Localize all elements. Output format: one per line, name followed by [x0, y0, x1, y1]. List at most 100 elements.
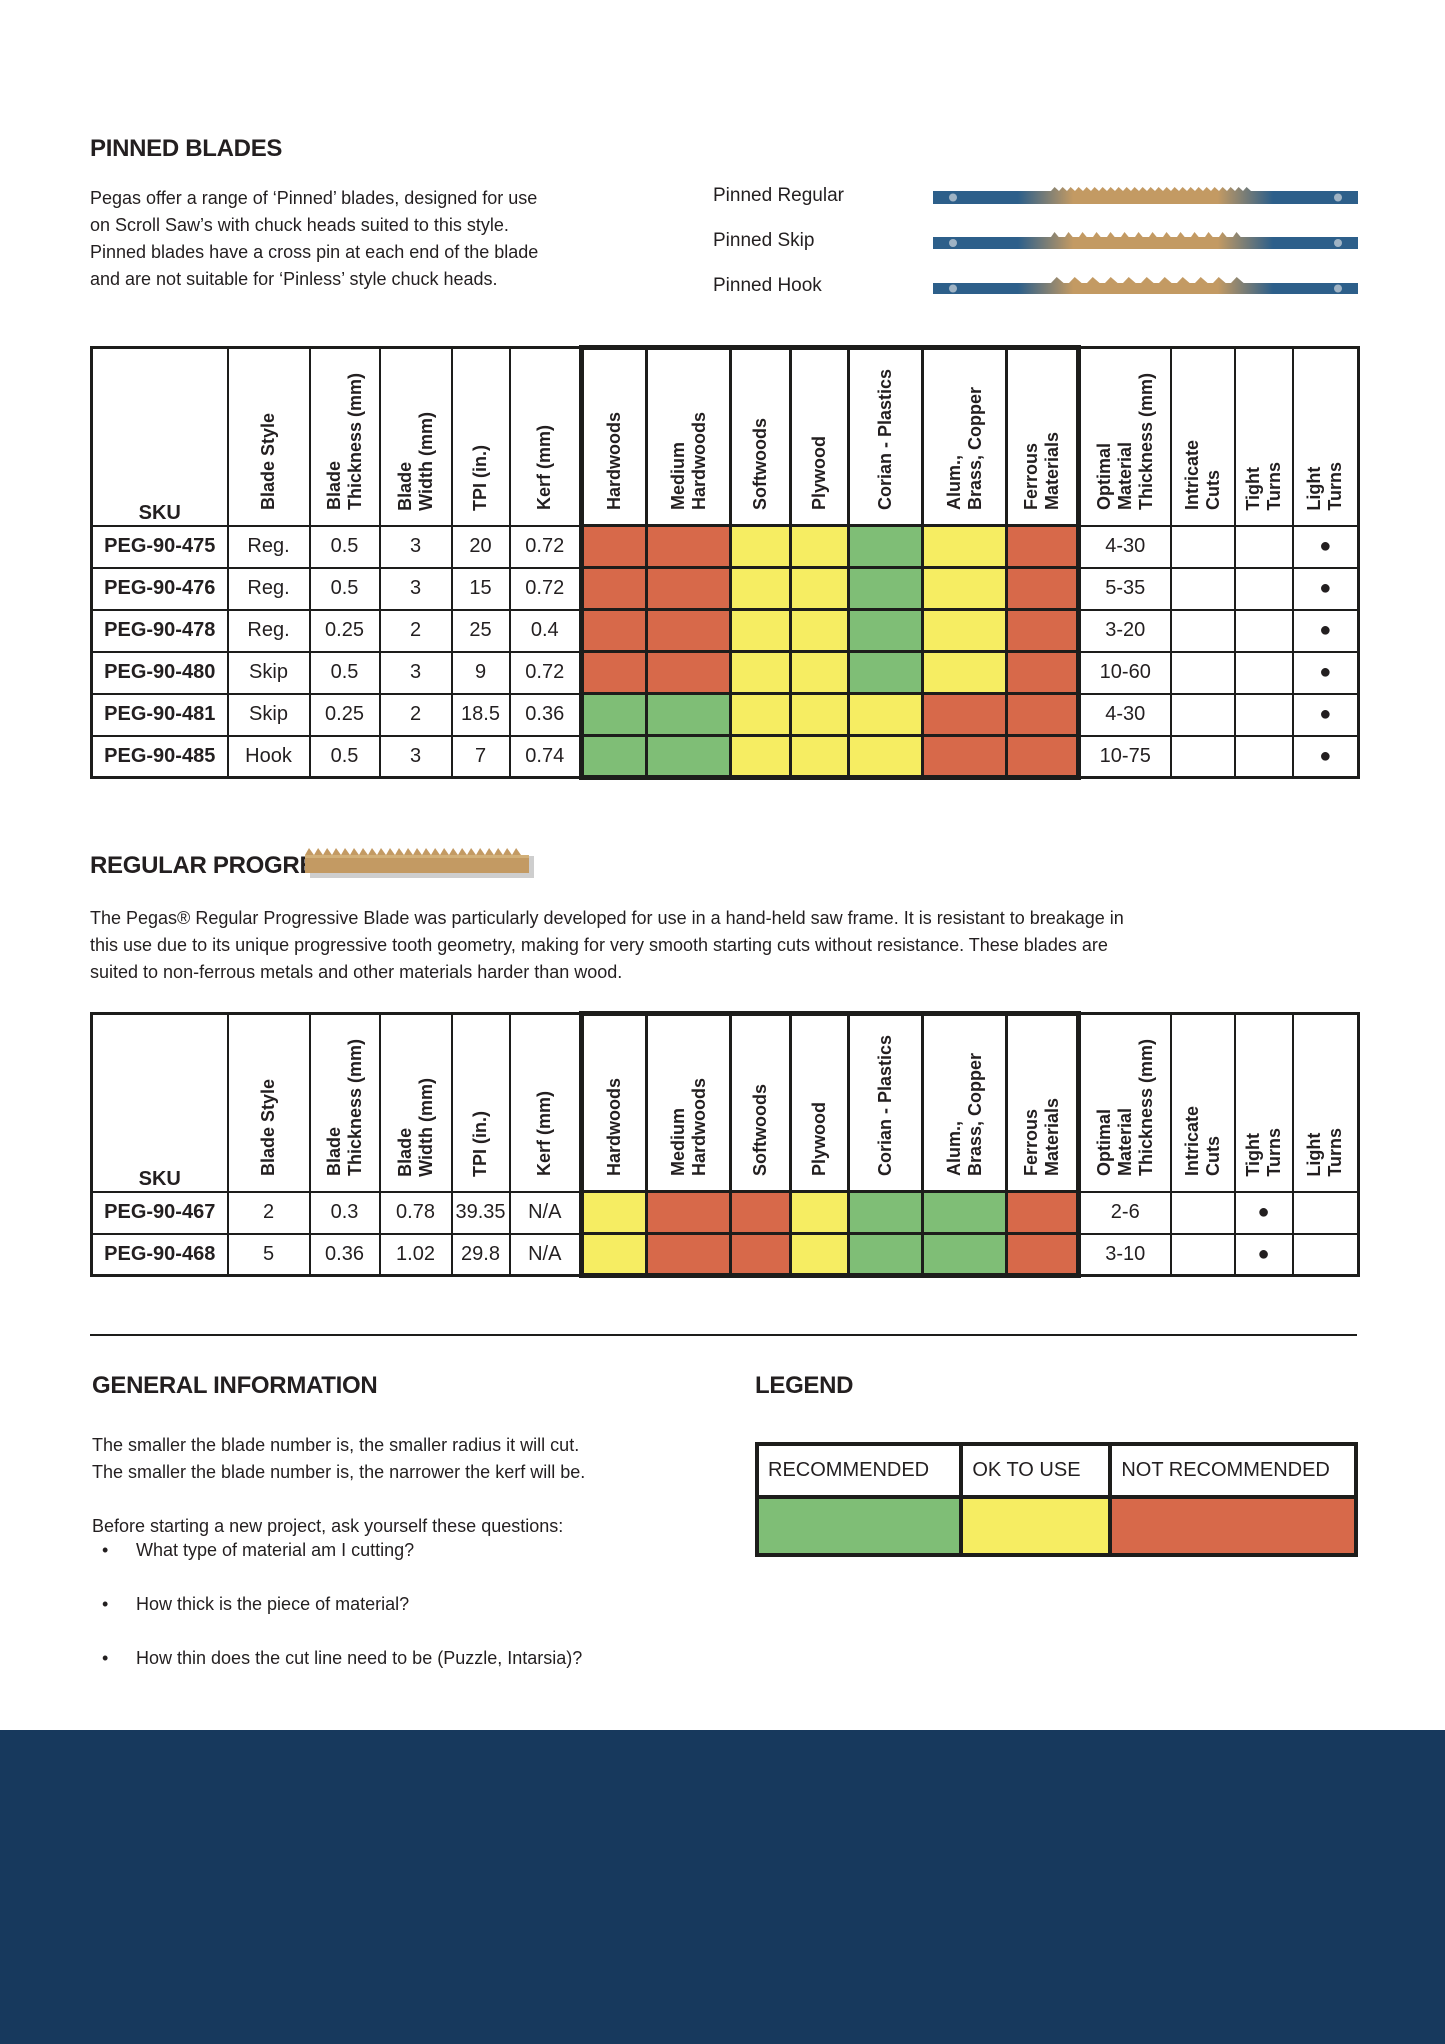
rating-cell-red [1005, 524, 1081, 569]
footer: Available at carbatec® THE HOME OF WOODW… [0, 1730, 1445, 2044]
rating-cell-green [847, 566, 924, 611]
optimal-thickness-cell: 4-30 [1077, 692, 1172, 737]
rating-cell-yellow [921, 566, 1008, 611]
description-line: The Pegas® Regular Progressive Blade was… [90, 908, 1124, 928]
value-cell: 0.78 [378, 1190, 453, 1235]
rating-cell-red [1005, 566, 1081, 611]
tight-turns-cell: ● [1233, 1190, 1294, 1235]
optimal-thickness-cell: 10-60 [1077, 650, 1172, 695]
column-header: Tight Turns [1233, 1012, 1294, 1193]
column-header: Plywood [789, 345, 850, 527]
rating-cell-red [645, 524, 732, 569]
progressive-blades-table: SKU Blade Style Blade Thickness (mm) Blade … [90, 1011, 1360, 1278]
column-header: Ferrous Materials [1005, 1011, 1081, 1193]
value-cell: 0.74 [508, 734, 583, 779]
value-cell: 20 [450, 524, 511, 569]
light-turns-cell: ● [1291, 608, 1360, 653]
rating-cell-yellow [921, 524, 1008, 569]
intricate-cuts-cell [1169, 1232, 1236, 1277]
rating-cell-red [1005, 650, 1081, 695]
tight-turns-cell [1233, 524, 1294, 569]
column-header: Blade Style [226, 1012, 311, 1193]
rating-cell-green [847, 1232, 924, 1278]
rating-cell-red [645, 608, 732, 653]
rating-cell-green [847, 524, 924, 569]
description-line: Pegas offer a range of ‘Pinned’ blades, … [90, 188, 538, 208]
progressive-blade-image [303, 848, 537, 885]
question-item: • How thin does the cut line need to be … [92, 1648, 692, 1675]
value-cell: 0.5 [308, 734, 381, 779]
column-header-sku: SKU [90, 346, 229, 527]
legend-label-recommended: RECOMMENDED [754, 1442, 964, 1499]
rating-cell-yellow [789, 734, 850, 780]
value-cell: 0.36 [508, 692, 583, 737]
rating-cell-green [579, 734, 648, 780]
optimal-thickness-cell: 3-10 [1077, 1232, 1172, 1277]
intricate-cuts-cell [1169, 692, 1236, 737]
optimal-thickness-cell: 5-35 [1077, 566, 1172, 611]
rating-cell-yellow [847, 692, 924, 737]
tight-turns-cell [1233, 650, 1294, 695]
table-row: PEG-90-478 Reg. 0.25 2 25 0.4 3-20 ● [90, 608, 1360, 653]
rating-cell-red [1005, 692, 1081, 737]
rating-cell-red [729, 1232, 792, 1278]
table-row: PEG-90-468 5 0.36 1.02 29.8 N/A 3-10 ● [90, 1232, 1360, 1278]
rating-cell-red [921, 734, 1008, 780]
info-line: The smaller the blade number is, the sma… [92, 1435, 580, 1455]
value-cell: 0.25 [308, 608, 381, 653]
value-cell: 7 [450, 734, 511, 779]
column-header: Softwoods [729, 345, 792, 527]
intricate-cuts-cell [1169, 566, 1236, 611]
column-header: Light Turns [1291, 346, 1360, 527]
column-header: Optimal Material Thickness (mm) [1077, 1012, 1172, 1193]
rating-cell-yellow [729, 650, 792, 695]
description-line: on Scroll Saw’s with chuck heads suited … [90, 215, 509, 235]
column-header: Blade Width (mm) [378, 1012, 453, 1193]
column-header: Blade Style [226, 346, 311, 527]
column-header: Softwoods [729, 1011, 792, 1193]
value-cell: 0.72 [508, 650, 583, 695]
info-line: The smaller the blade number is, the nar… [92, 1462, 586, 1482]
optimal-thickness-cell: 3-20 [1077, 608, 1172, 653]
value-cell: 5 [226, 1232, 311, 1277]
rating-cell-green [847, 608, 924, 653]
tight-turns-cell [1233, 566, 1294, 611]
value-cell: Skip [226, 692, 311, 737]
column-header: Hardwoods [579, 1011, 648, 1193]
rating-cell-red [921, 692, 1008, 737]
legend-table: RECOMMENDED OK TO USE NOT RECOMMENDED [754, 1442, 1358, 1557]
column-header: Blade Thickness (mm) [308, 346, 381, 527]
rating-cell-yellow [789, 608, 850, 653]
rating-cell-green [645, 692, 732, 737]
column-header: Alum., Brass, Copper [921, 1011, 1008, 1193]
progressive-description: The Pegas® Regular Progressive Blade was… [90, 905, 1124, 986]
question-text: How thick is the piece of material? [136, 1594, 410, 1614]
column-header: Blade Thickness (mm) [308, 1012, 381, 1193]
question-item: • How thick is the piece of material? [92, 1594, 692, 1621]
rating-cell-green [645, 734, 732, 780]
value-cell: 18.5 [450, 692, 511, 737]
rating-cell-yellow [729, 608, 792, 653]
optimal-thickness-cell: 2-6 [1077, 1190, 1172, 1235]
table-row: PEG-90-467 2 0.3 0.78 39.35 N/A 2-6 ● [90, 1190, 1360, 1235]
value-cell: 2 [378, 692, 453, 737]
pinned-regular-label: Pinned Regular [713, 185, 844, 206]
bullet-icon: • [102, 1594, 109, 1614]
optimal-thickness-cell: 4-30 [1077, 524, 1172, 569]
rating-cell-yellow [789, 650, 850, 695]
column-header: Alum., Brass, Copper [921, 345, 1008, 527]
rating-cell-green [847, 650, 924, 695]
tight-turns-cell: ● [1233, 1232, 1294, 1277]
sku-cell: PEG-90-475 [90, 524, 229, 569]
legend-swatch-yellow [959, 1495, 1113, 1557]
column-header: Intricate Cuts [1169, 1012, 1236, 1193]
question-text: How thin does the cut line need to be (P… [136, 1648, 583, 1668]
value-cell: 39.35 [450, 1190, 511, 1235]
rating-cell-red [645, 650, 732, 695]
rating-cell-red [1005, 1232, 1081, 1278]
pinned-skip-label: Pinned Skip [713, 230, 815, 251]
tight-turns-cell [1233, 734, 1294, 779]
sku-cell: PEG-90-480 [90, 650, 229, 695]
column-header: Blade Width (mm) [378, 346, 453, 527]
